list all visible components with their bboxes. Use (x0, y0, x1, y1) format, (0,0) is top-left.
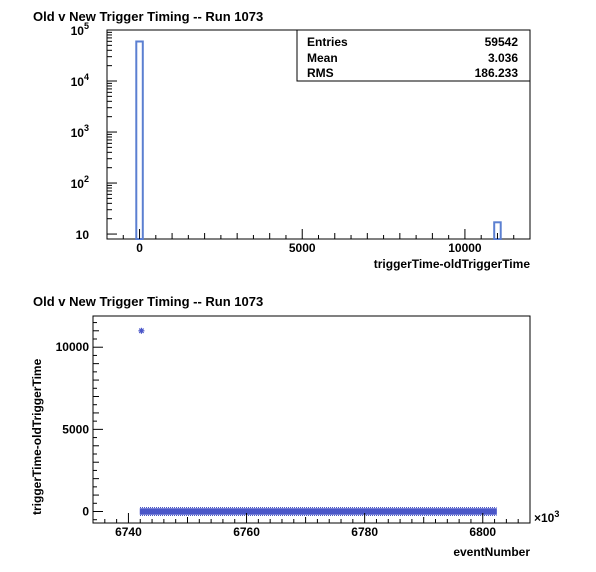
scatter-point-0 (138, 327, 145, 334)
scatter-x-axis: 6740 6760 6780 6800 (104, 513, 531, 539)
histogram-x-axis: 0 5000 10000 (106, 229, 531, 255)
stats-mean-label: Mean (307, 51, 338, 65)
histogram-x-tick-label: 0 (136, 241, 143, 255)
histogram-y-tick-label: 10 (76, 228, 90, 242)
scatter-y-axis: 0 5000 10000 (56, 322, 103, 521)
stats-rms-value: 186.233 (475, 66, 519, 80)
stats-box-frame (296, 29, 531, 82)
scatter-y-tick-label: 5000 (62, 422, 89, 436)
scatter-x-tick-label: 6800 (469, 525, 496, 539)
scatter-x-label: eventNumber (453, 545, 530, 559)
stats-box: Entries 59542 Mean 3.036 RMS 186.233 (296, 29, 531, 82)
stats-rms-label: RMS (307, 66, 334, 80)
scatter-x-tick-label: 6760 (233, 525, 260, 539)
scatter-points (138, 327, 497, 516)
scatter-title: Old v New Trigger Timing -- Run 1073 (33, 294, 263, 309)
histogram-title: Old v New Trigger Timing -- Run 1073 (33, 9, 263, 24)
stats-entries-label: Entries (307, 35, 348, 49)
histogram-x-label: triggerTime-oldTriggerTime (374, 257, 531, 271)
histogram-y-tick-label: 103 (71, 123, 89, 140)
scatter-x-tick-label: 6740 (115, 525, 142, 539)
scatter-frame (92, 315, 531, 524)
histogram-x-tick-label: 5000 (289, 241, 316, 255)
stats-mean-value: 3.036 (488, 51, 518, 65)
histogram-y-axis: 10 102 103 104 105 (71, 21, 117, 242)
scatter-band (139, 508, 497, 515)
histogram-x-tick-label: 10000 (448, 241, 482, 255)
histogram-panel: Old v New Trigger Timing -- Run 1073 101… (33, 9, 531, 271)
scatter-x-multiplier-exp: 3 (554, 509, 559, 519)
scatter-y-tick-label: 0 (82, 505, 89, 519)
stats-entries-value: 59542 (485, 35, 519, 49)
scatter-y-tick-label: 10000 (56, 340, 90, 354)
scatter-x-multiplier: ×103 (534, 509, 559, 525)
scatter-x-multiplier-base: ×10 (534, 511, 555, 525)
scatter-y-label: triggerTime-oldTriggerTime (30, 358, 44, 515)
histogram-y-tick-label: 105 (71, 21, 89, 38)
histogram-y-tick-label: 104 (71, 72, 89, 89)
histogram-y-tick-label: 102 (71, 174, 89, 191)
scatter-x-tick-label: 6780 (351, 525, 378, 539)
histogram-bar-0 (135, 40, 144, 240)
scatter-panel: Old v New Trigger Timing -- Run 1073 0 50… (30, 294, 559, 559)
